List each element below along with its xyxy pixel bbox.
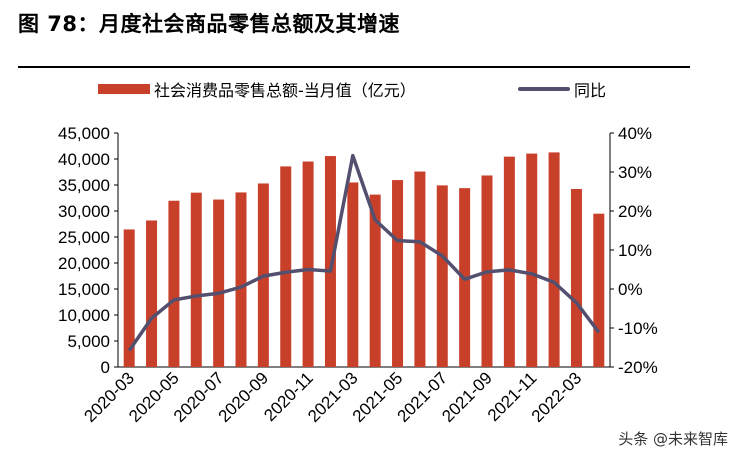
left-tick-label: 30,000: [58, 202, 110, 221]
x-tick-label: 2021-09: [438, 368, 496, 426]
left-tick-label: 0: [101, 358, 110, 377]
bar: [123, 229, 135, 367]
bar: [347, 182, 359, 367]
legend-bar-label: 社会消费品零售总额-当月值（亿元）: [154, 81, 416, 100]
left-tick-label: 5,000: [67, 332, 110, 351]
right-tick-label: 20%: [618, 202, 652, 221]
right-tick-label: 0%: [618, 280, 643, 299]
bar: [168, 200, 180, 367]
bar: [436, 185, 448, 367]
bar: [392, 180, 404, 367]
bar: [235, 192, 247, 367]
right-tick-label: -20%: [618, 358, 658, 377]
bar: [302, 161, 314, 367]
x-tick-label: 2020-09: [215, 368, 273, 426]
left-tick-label: 20,000: [58, 254, 110, 273]
left-tick-label: 25,000: [58, 228, 110, 247]
legend-bar: 社会消费品零售总额-当月值（亿元）: [98, 77, 416, 101]
x-tick-label: 2022-03: [528, 368, 586, 426]
legend-line: 同比: [518, 77, 606, 101]
bar: [190, 192, 202, 367]
legend-line-swatch: [518, 87, 570, 91]
bar: [213, 199, 225, 367]
right-tick-label: 30%: [618, 163, 652, 182]
legend-bar-swatch: [98, 84, 150, 94]
left-tick-label: 45,000: [58, 124, 110, 143]
watermark: 头条 @未来智库: [618, 430, 728, 448]
bar: [280, 166, 292, 367]
bar: [414, 171, 426, 367]
right-tick-label: 10%: [618, 241, 652, 260]
bar: [526, 153, 538, 367]
bar: [570, 188, 582, 367]
bar: [503, 156, 515, 367]
left-tick-label: 10,000: [58, 306, 110, 325]
yoy-line: [127, 153, 601, 352]
bar: [146, 220, 158, 367]
bar: [548, 152, 560, 367]
legend-line-label: 同比: [574, 81, 607, 100]
bar: [593, 213, 605, 367]
bar: [369, 194, 381, 367]
right-tick-label: -10%: [618, 319, 658, 338]
right-tick-label: 40%: [618, 124, 652, 143]
left-tick-label: 35,000: [58, 176, 110, 195]
left-tick-label: 15,000: [58, 280, 110, 299]
bar: [324, 156, 336, 367]
chart-title: 图 78：月度社会商品零售总额及其增速: [18, 12, 401, 36]
title-divider: [18, 66, 690, 68]
left-tick-label: 40,000: [58, 150, 110, 169]
